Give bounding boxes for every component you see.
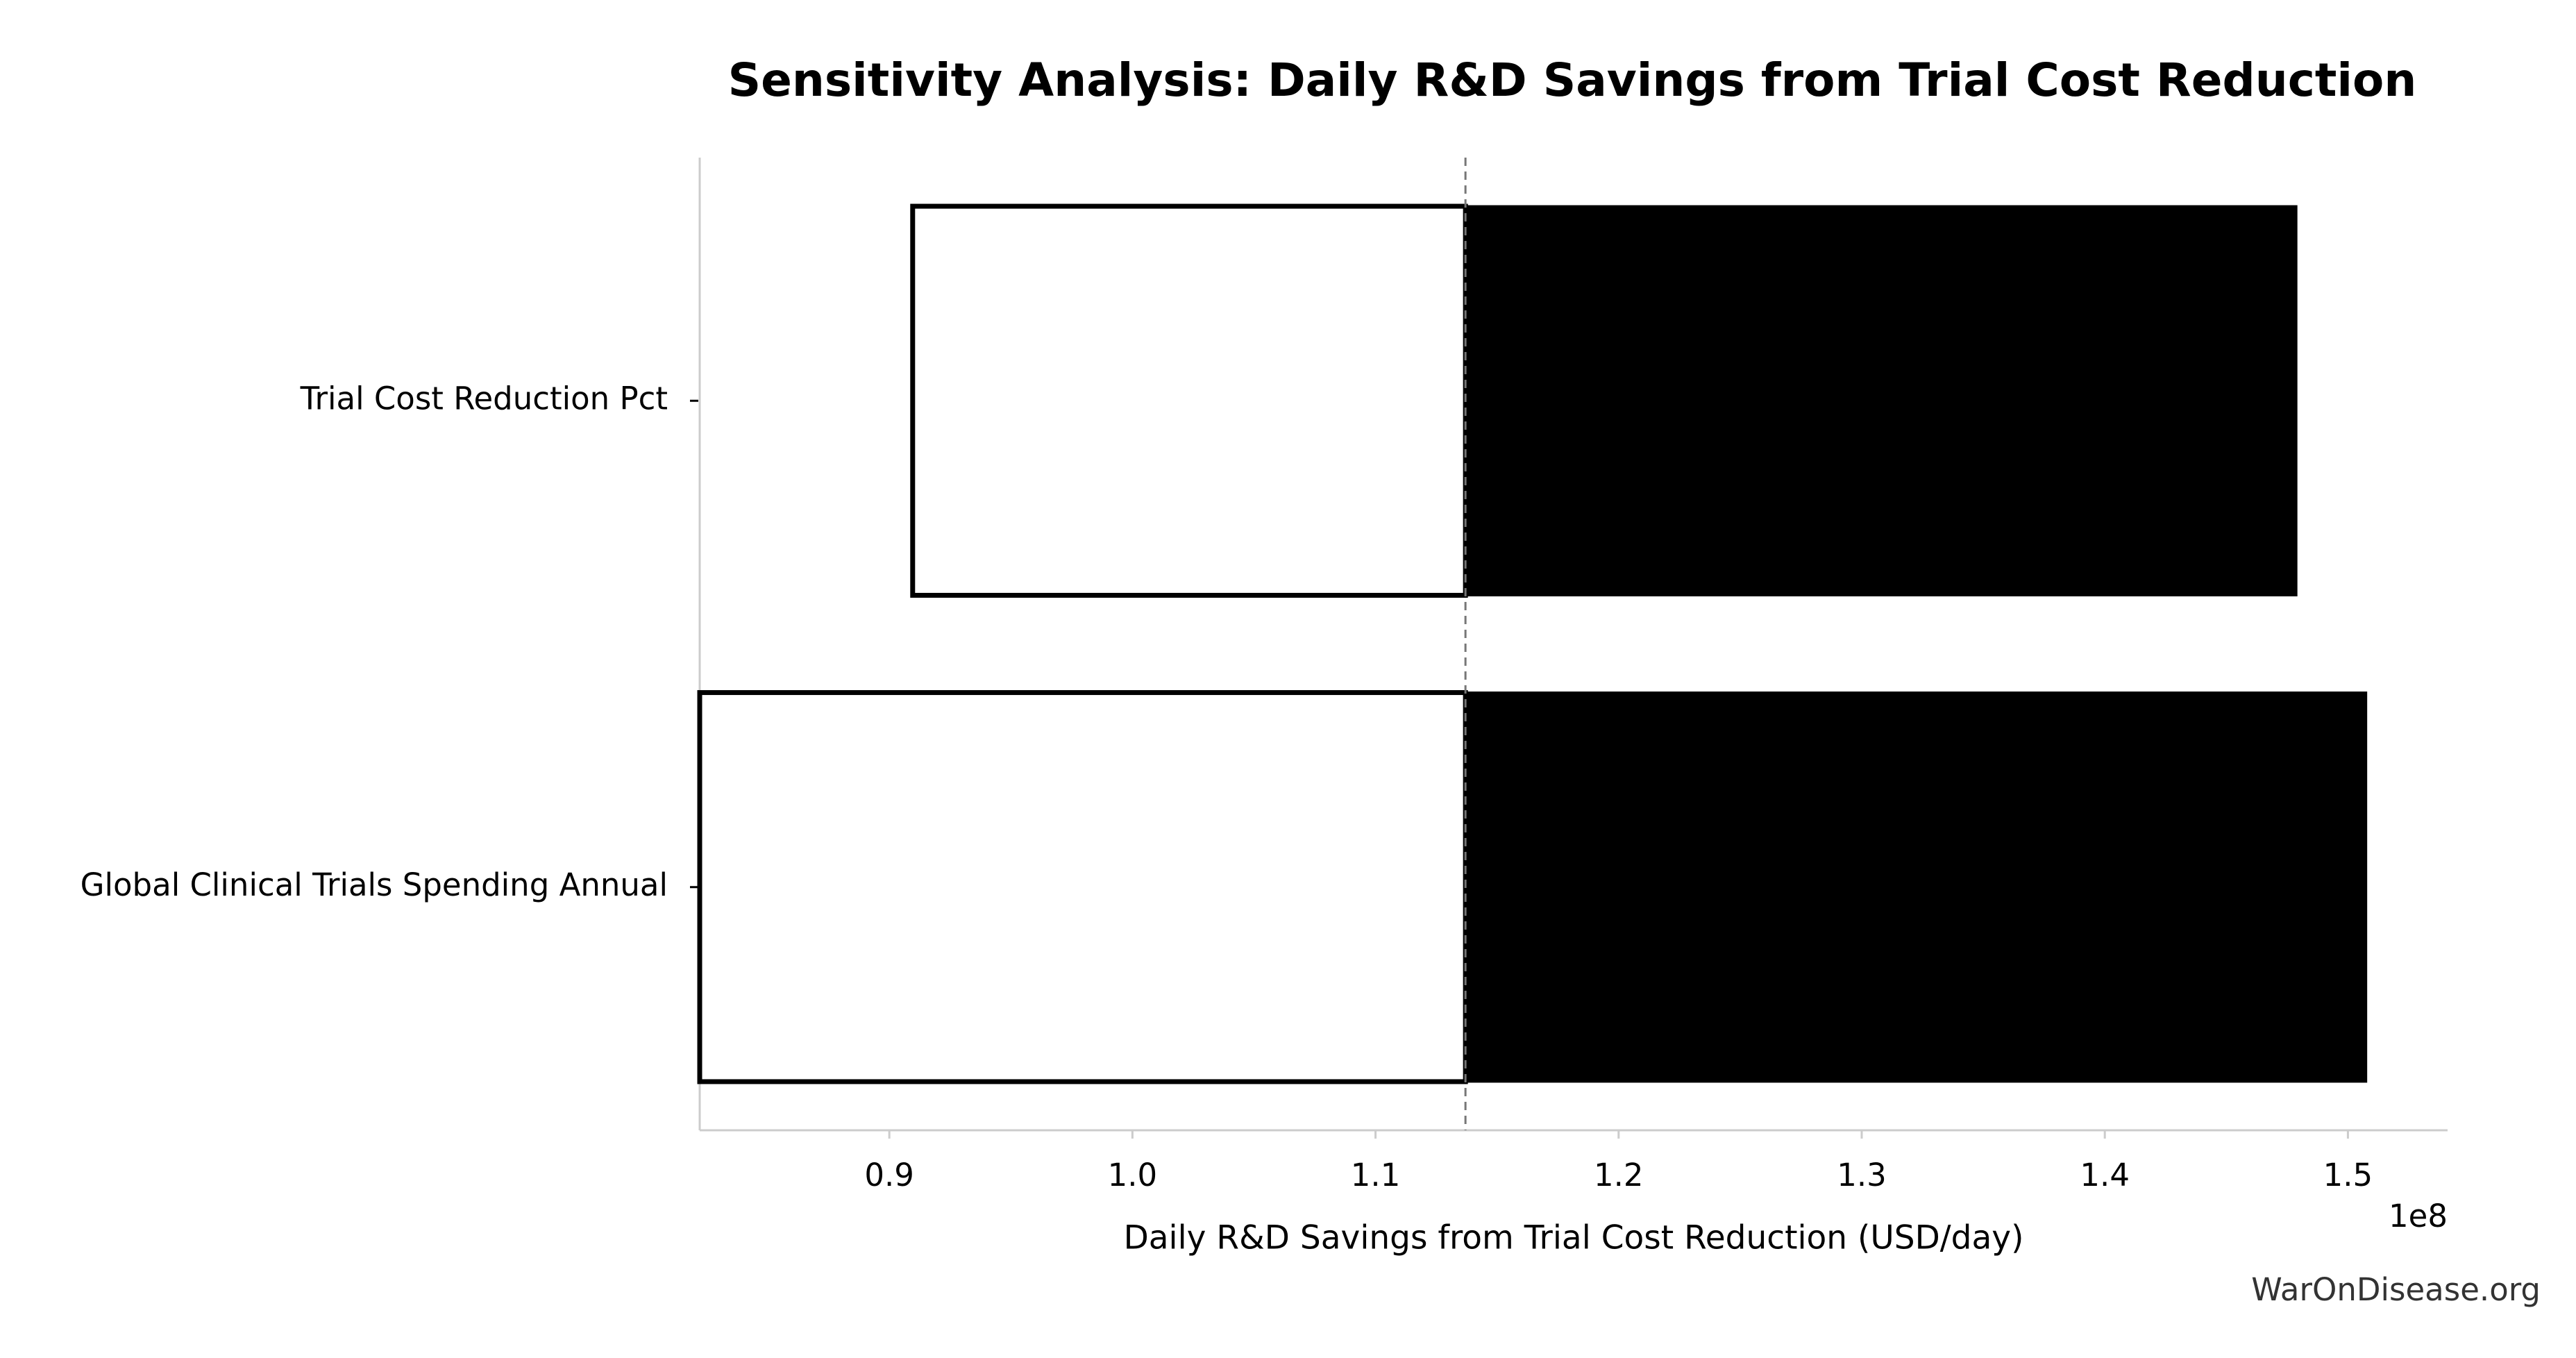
chart-title: Sensitivity Analysis: Daily R&D Savings …: [728, 53, 2417, 107]
x-tick-label: 1.1: [1351, 1157, 1401, 1193]
y-tick-label: Trial Cost Reduction Pct: [300, 380, 668, 417]
bar-low: [697, 690, 1468, 1084]
bar-low: [910, 203, 1468, 598]
bar-high: [1464, 205, 2298, 596]
x-axis-label: Daily R&D Savings from Trial Cost Reduct…: [1124, 1219, 2024, 1257]
x-tick-label: 1.2: [1594, 1157, 1644, 1193]
x-tick-label: 1.0: [1108, 1157, 1158, 1193]
x-tick-label: 1.3: [1837, 1157, 1887, 1193]
y-tick-label: Global Clinical Trials Spending Annual: [81, 866, 668, 903]
bar-high: [1464, 691, 2368, 1083]
x-tick-label: 1.4: [2080, 1157, 2130, 1193]
watermark: WarOnDisease.org: [2251, 1271, 2541, 1308]
x-tick-label: 1.5: [2323, 1157, 2373, 1193]
axis-offset: 1e8: [2389, 1198, 2448, 1234]
x-tick-label: 0.9: [864, 1157, 914, 1193]
